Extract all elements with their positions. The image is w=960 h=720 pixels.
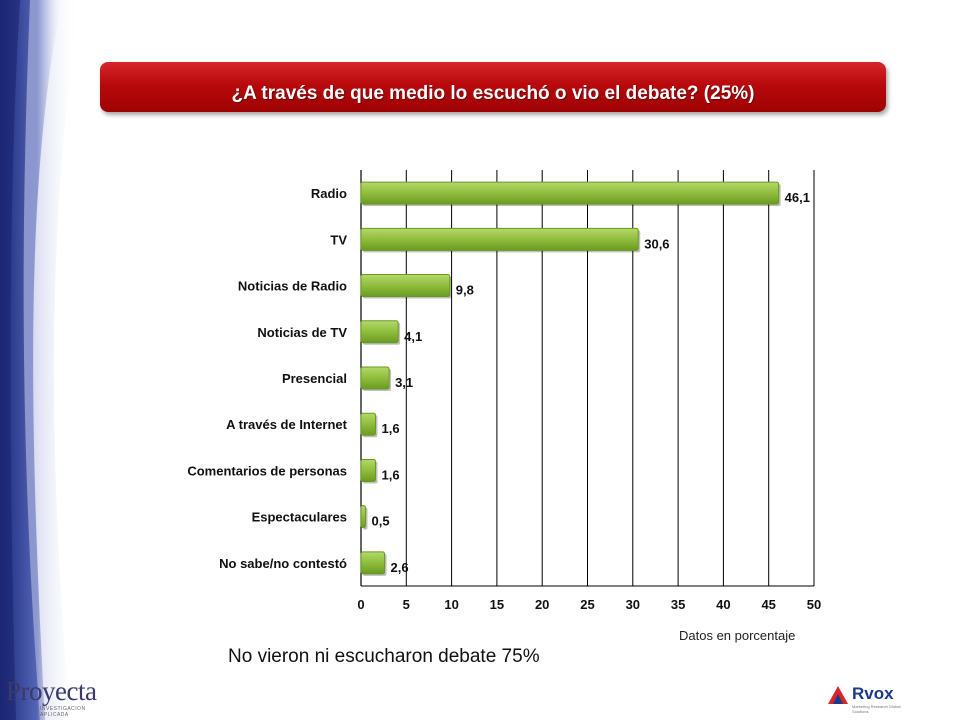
bar bbox=[360, 458, 376, 482]
x-tick-label: 15 bbox=[490, 597, 504, 612]
value-label: 3,1 bbox=[395, 375, 413, 390]
category-label: Noticias de Radio bbox=[238, 279, 347, 294]
bar bbox=[360, 505, 367, 529]
bar bbox=[360, 366, 390, 390]
category-label: Presencial bbox=[282, 371, 347, 386]
value-label: 0,5 bbox=[372, 514, 390, 529]
category-label: Espectaculares bbox=[252, 510, 347, 525]
proyecta-logo: Proyecta INVESTIGACION APLICADA bbox=[4, 676, 116, 718]
x-tick-label: 20 bbox=[535, 597, 549, 612]
x-tick-label: 30 bbox=[626, 597, 640, 612]
category-label: TV bbox=[330, 232, 347, 247]
decorative-swoosh bbox=[0, 0, 80, 720]
value-label: 1,6 bbox=[381, 467, 399, 482]
units-note: Datos en porcentaje bbox=[679, 628, 796, 643]
bar bbox=[360, 412, 376, 436]
value-label: 46,1 bbox=[785, 190, 810, 205]
rvox-logo: Rvox Marketing Research Global Solutions bbox=[826, 684, 906, 714]
x-tick-label: 45 bbox=[761, 597, 775, 612]
title-banner: ¿A través de que medio lo escuchó o vio … bbox=[100, 62, 886, 112]
proyecta-logo-tagline: INVESTIGACION APLICADA bbox=[40, 706, 86, 718]
x-tick-label: 35 bbox=[671, 597, 685, 612]
labels: 0 5 10 15 20 25 30 35 40 45 50 Radio 46,1 TV 30,6 Notic… bbox=[187, 186, 821, 612]
rvox-logo-text: Rvox bbox=[852, 684, 894, 703]
bar bbox=[360, 227, 639, 251]
value-label: 9,8 bbox=[456, 283, 474, 298]
chart-title: ¿A través de que medio lo escuchó o vio … bbox=[231, 83, 755, 104]
non-viewers-note: No vieron ni escucharon debate 75% bbox=[228, 646, 540, 667]
x-tick-label: 0 bbox=[357, 597, 364, 612]
category-label: No sabe/no contestó bbox=[219, 556, 347, 571]
rvox-logo-tagline: Marketing Research Global Solutions bbox=[852, 704, 901, 714]
x-tick-label: 25 bbox=[580, 597, 594, 612]
category-label: Noticias de TV bbox=[257, 325, 347, 340]
category-label: A través de Internet bbox=[226, 417, 348, 432]
value-label: 2,6 bbox=[391, 560, 409, 575]
value-label: 1,6 bbox=[381, 421, 399, 436]
bar bbox=[360, 551, 386, 575]
bar bbox=[360, 274, 451, 298]
rvox-logo-icon bbox=[828, 686, 848, 704]
x-tick-label: 10 bbox=[444, 597, 458, 612]
x-tick-label: 50 bbox=[807, 597, 821, 612]
bar bbox=[360, 181, 780, 205]
category-label: Comentarios de personas bbox=[187, 463, 347, 478]
bar bbox=[360, 320, 399, 344]
category-label: Radio bbox=[311, 186, 347, 201]
proyecta-logo-text: Proyecta bbox=[6, 676, 97, 706]
value-label: 4,1 bbox=[404, 329, 422, 344]
x-tick-label: 40 bbox=[716, 597, 730, 612]
x-tick-label: 5 bbox=[403, 597, 410, 612]
value-label: 30,6 bbox=[644, 236, 669, 251]
bars bbox=[360, 181, 781, 576]
